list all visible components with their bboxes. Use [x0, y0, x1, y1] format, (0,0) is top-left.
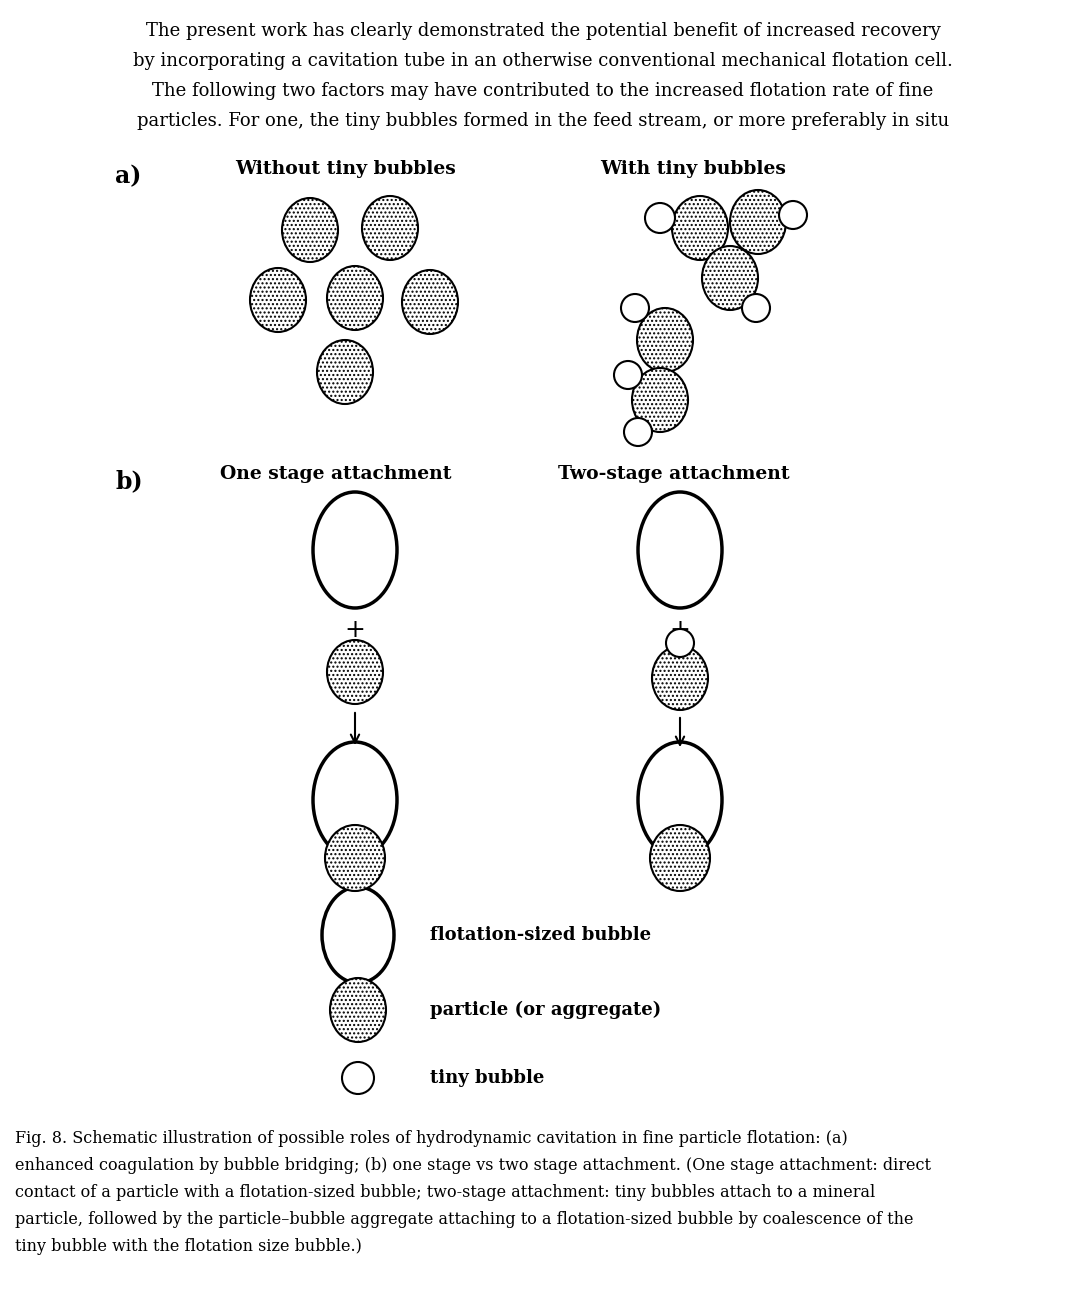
- Text: contact of a particle with a flotation-sized bubble; two-stage attachment: tiny : contact of a particle with a flotation-s…: [15, 1184, 875, 1201]
- Text: a): a): [115, 164, 141, 188]
- Ellipse shape: [637, 308, 694, 373]
- Text: particle, followed by the particle–bubble aggregate attaching to a flotation-siz: particle, followed by the particle–bubbl…: [15, 1211, 913, 1228]
- Ellipse shape: [322, 887, 393, 983]
- Ellipse shape: [313, 492, 397, 607]
- Text: flotation-sized bubble: flotation-sized bubble: [430, 925, 651, 944]
- Ellipse shape: [327, 640, 383, 704]
- Ellipse shape: [702, 247, 758, 310]
- Text: b): b): [115, 469, 142, 493]
- Circle shape: [779, 201, 807, 228]
- Circle shape: [614, 361, 642, 389]
- Ellipse shape: [638, 492, 722, 607]
- Ellipse shape: [402, 270, 458, 334]
- Text: The following two factors may have contributed to the increased flotation rate o: The following two factors may have contr…: [152, 82, 934, 100]
- Ellipse shape: [313, 742, 397, 858]
- Ellipse shape: [652, 646, 708, 710]
- Ellipse shape: [730, 190, 786, 254]
- Text: enhanced coagulation by bubble bridging; (b) one stage vs two stage attachment. : enhanced coagulation by bubble bridging;…: [15, 1157, 930, 1173]
- Ellipse shape: [282, 199, 338, 262]
- Ellipse shape: [638, 742, 722, 858]
- Text: particles. For one, the tiny bubbles formed in the feed stream, or more preferab: particles. For one, the tiny bubbles for…: [137, 112, 949, 130]
- Text: One stage attachment: One stage attachment: [220, 465, 451, 483]
- Ellipse shape: [650, 826, 710, 890]
- Circle shape: [624, 418, 652, 447]
- Text: +: +: [345, 618, 365, 643]
- Text: tiny bubble: tiny bubble: [430, 1070, 545, 1086]
- Circle shape: [666, 630, 694, 657]
- Ellipse shape: [672, 196, 728, 260]
- Circle shape: [342, 1062, 374, 1094]
- Circle shape: [742, 295, 770, 322]
- Text: With tiny bubbles: With tiny bubbles: [600, 160, 786, 178]
- Ellipse shape: [632, 369, 688, 432]
- Text: particle (or aggregate): particle (or aggregate): [430, 1001, 661, 1019]
- Ellipse shape: [327, 266, 383, 330]
- Ellipse shape: [325, 826, 385, 890]
- Ellipse shape: [330, 977, 386, 1042]
- Text: Fig. 8. Schematic illustration of possible roles of hydrodynamic cavitation in f: Fig. 8. Schematic illustration of possib…: [15, 1131, 848, 1147]
- Ellipse shape: [362, 196, 418, 260]
- Circle shape: [645, 202, 675, 234]
- Ellipse shape: [250, 267, 307, 332]
- Text: The present work has clearly demonstrated the potential benefit of increased rec: The present work has clearly demonstrate…: [146, 22, 940, 40]
- Text: by incorporating a cavitation tube in an otherwise conventional mechanical flota: by incorporating a cavitation tube in an…: [133, 52, 953, 70]
- Text: Without tiny bubbles: Without tiny bubbles: [235, 160, 455, 178]
- Circle shape: [621, 295, 649, 322]
- Text: Two-stage attachment: Two-stage attachment: [558, 465, 789, 483]
- Text: +: +: [670, 618, 690, 643]
- Ellipse shape: [317, 340, 373, 404]
- Text: tiny bubble with the flotation size bubble.): tiny bubble with the flotation size bubb…: [15, 1238, 362, 1255]
